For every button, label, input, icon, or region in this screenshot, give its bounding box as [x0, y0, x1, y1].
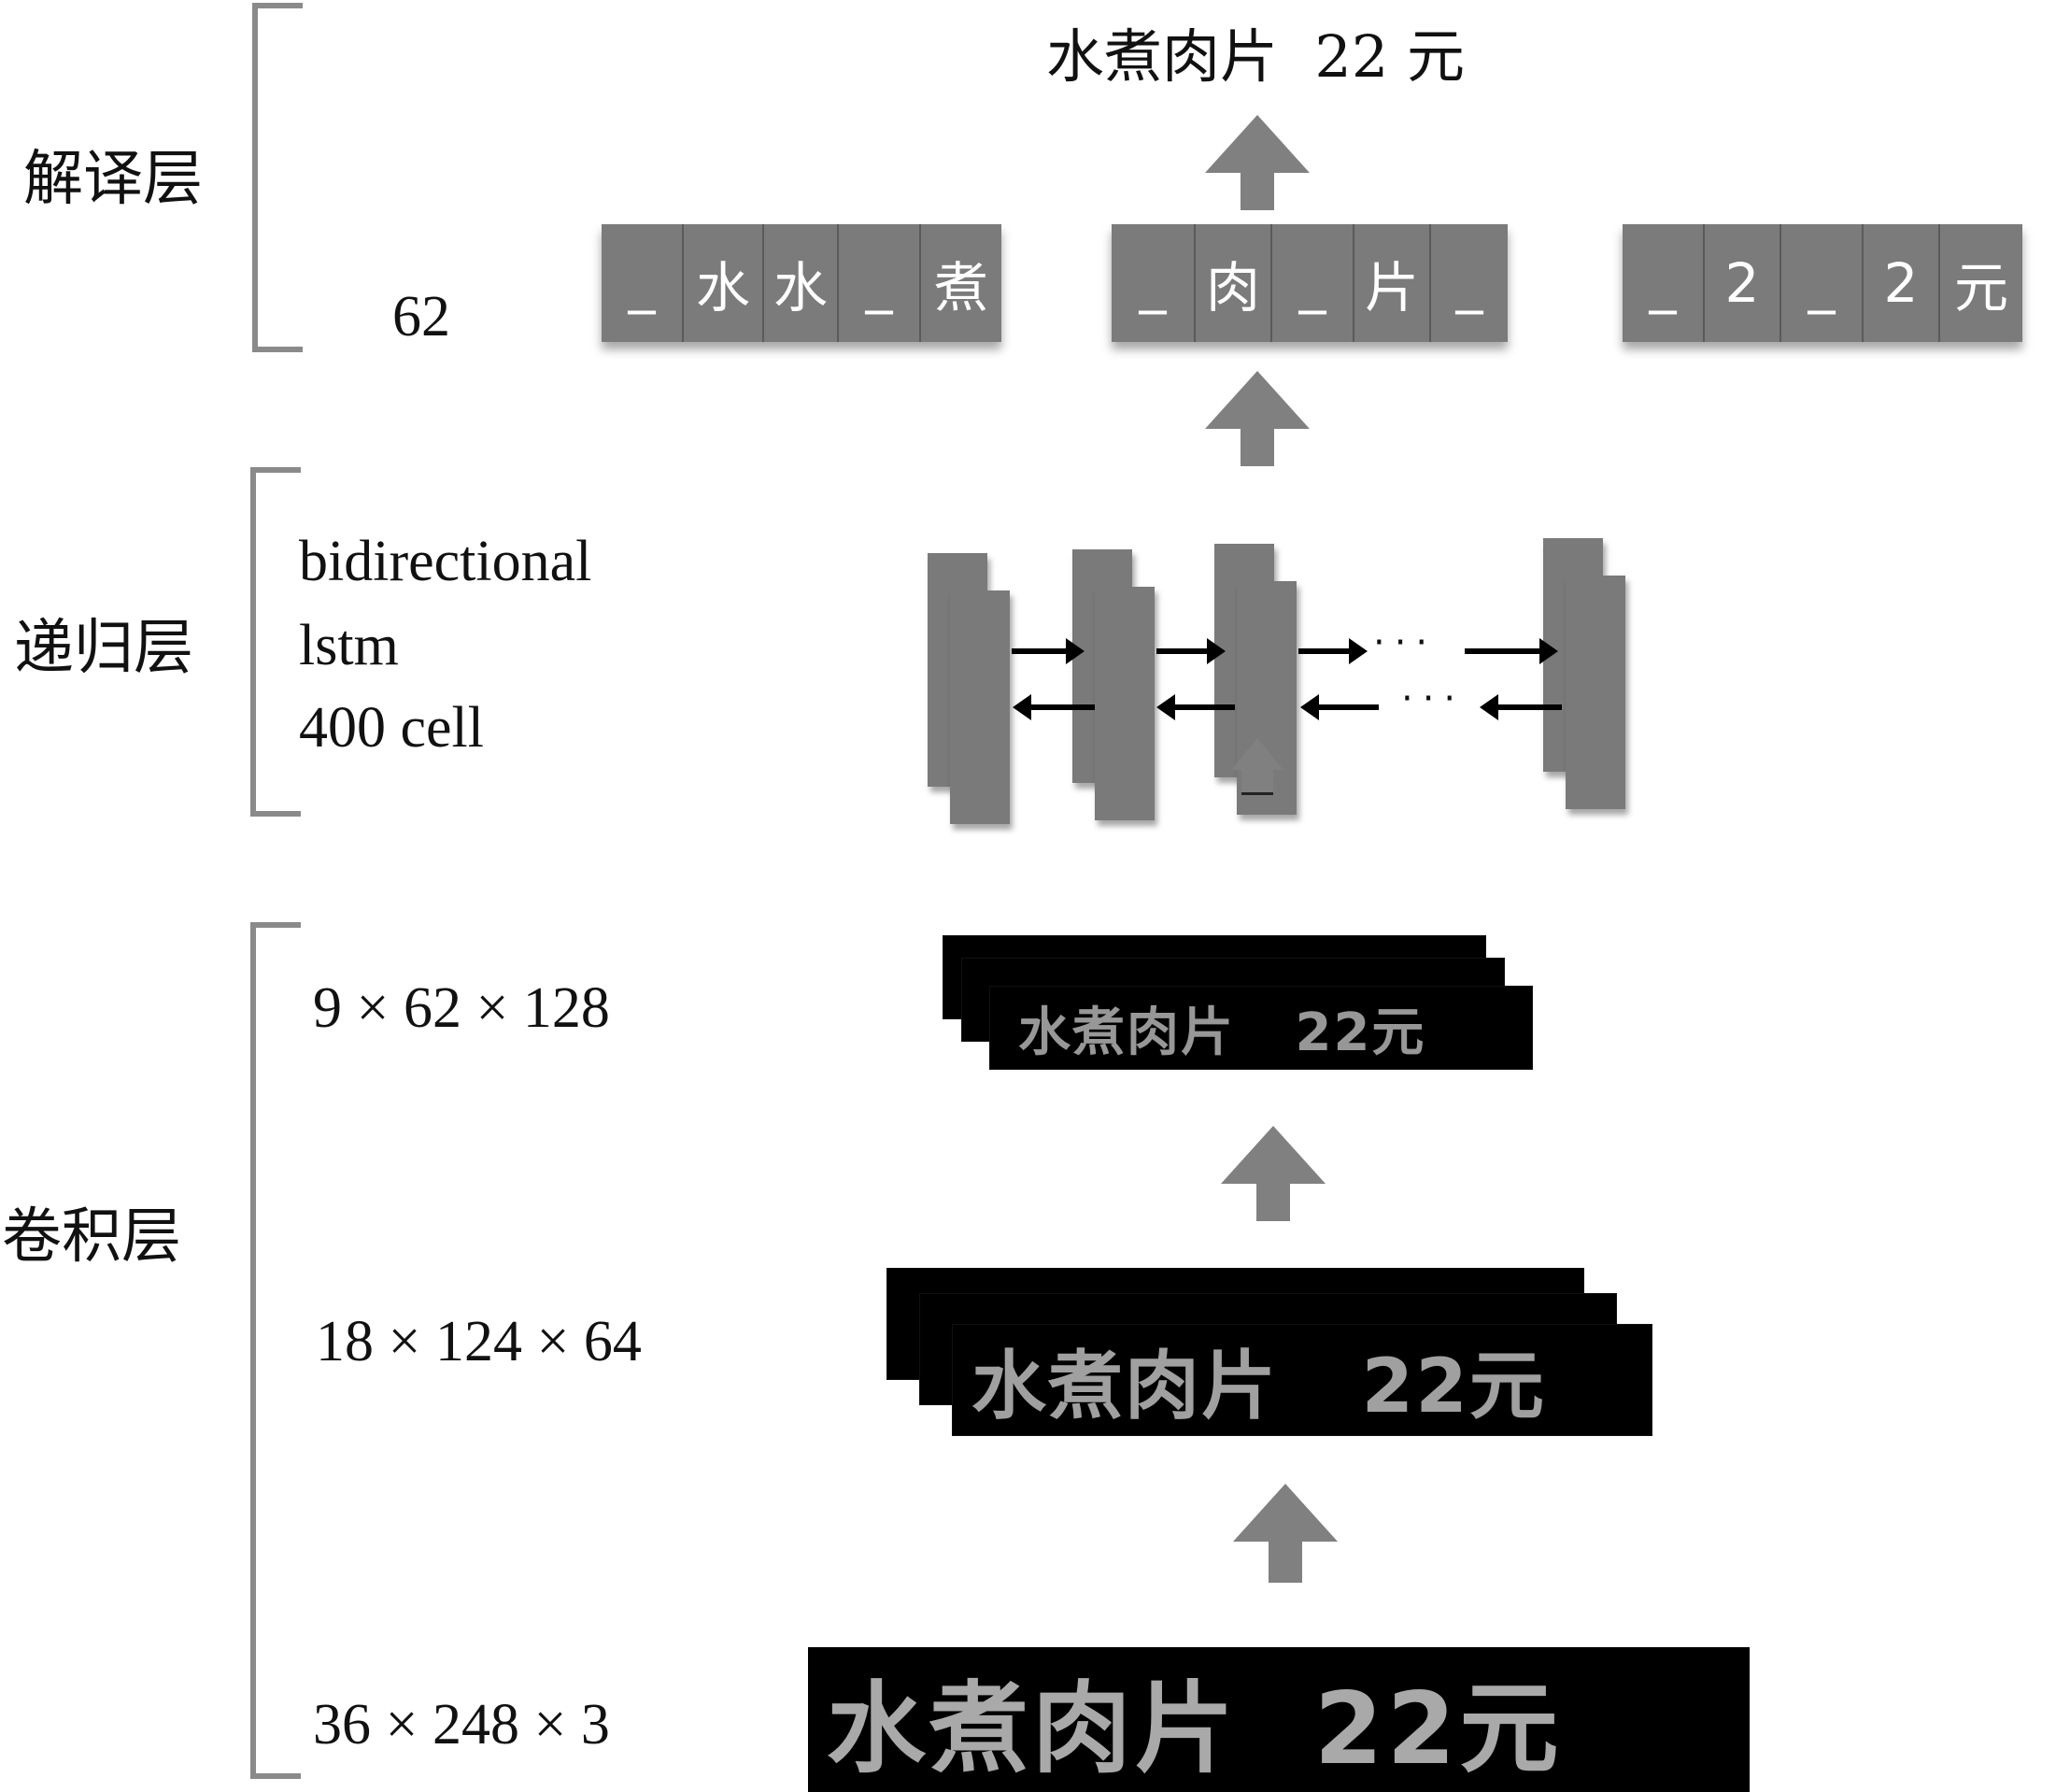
- decode-layer-label: 解译层: [23, 145, 203, 214]
- decode-group-2: _ 肉 _ 片 _: [1112, 224, 1508, 342]
- up-arrow-icon-3: [1221, 1126, 1326, 1221]
- lstm-cell-front: [1095, 587, 1155, 820]
- decode-token: 片: [1354, 224, 1431, 342]
- backward-arrow-icon: [1300, 694, 1379, 720]
- up-arrow-icon-1: [1205, 115, 1310, 210]
- decode-bracket: [252, 3, 303, 352]
- decode-token: _: [1112, 224, 1196, 342]
- recurrent-spec-line-3: 400 cell: [299, 696, 484, 760]
- decode-token: _: [1623, 224, 1705, 342]
- up-arrow-icon-2: [1205, 371, 1310, 466]
- decode-token: 2: [1705, 224, 1781, 342]
- forward-arrow-icon: [1156, 638, 1226, 664]
- decode-token: _: [602, 224, 684, 342]
- decode-token: 煮: [921, 224, 1001, 342]
- recurrent-spec-line-2: lstm: [299, 614, 399, 677]
- recurrent-layer-label: 递归层: [14, 614, 193, 683]
- backward-arrow-icon: [1480, 694, 1562, 720]
- forward-arrow-icon: [1298, 638, 1368, 664]
- backward-arrow-icon: [1156, 694, 1235, 720]
- decode-token: 肉: [1196, 224, 1272, 342]
- feature-map-9x62-layer-3: 水煮肉片 22元: [990, 987, 1532, 1069]
- ellipsis-forward: ···: [1373, 621, 1438, 664]
- feature-map-18x124-layer-3: 水煮肉片 22元: [953, 1325, 1652, 1435]
- decode-token: _: [1781, 224, 1864, 342]
- conv-bracket: [250, 922, 301, 1779]
- ellipsis-backward: ···: [1401, 677, 1466, 720]
- feature-map-18x124-text: 水煮肉片 22元: [971, 1343, 1546, 1429]
- input-image-text: 水煮肉片 22元: [827, 1671, 1563, 1786]
- recurrent-bracket: [250, 467, 301, 817]
- conv-spec-3: 36 × 248 × 3: [313, 1693, 610, 1756]
- decode-token: 水: [764, 224, 839, 342]
- up-arrow-icon-4: [1233, 1484, 1338, 1583]
- input-image: 水煮肉片 22元: [808, 1647, 1750, 1792]
- feature-map-9x62-text: 水煮肉片 22元: [1018, 1002, 1426, 1063]
- decode-group-1: _ 水 水 _ 煮: [602, 224, 1001, 342]
- lstm-cell-front: [950, 590, 1010, 824]
- forward-arrow-icon: [1465, 638, 1558, 664]
- conv-layer-label: 卷积层: [2, 1202, 181, 1272]
- decode-token: 2: [1864, 224, 1940, 342]
- small-up-arrow-icon: [1231, 738, 1283, 792]
- conv-spec-2: 18 × 124 × 64: [316, 1310, 642, 1373]
- decode-token: _: [839, 224, 921, 342]
- decode-token: 水: [684, 224, 764, 342]
- forward-arrow-icon: [1012, 638, 1085, 664]
- conv-spec-1: 9 × 62 × 128: [313, 976, 610, 1040]
- lstm-cell-front: [1566, 576, 1625, 809]
- backward-arrow-icon: [1013, 694, 1095, 720]
- decode-token: 元: [1940, 224, 2022, 342]
- output-title: 水煮肉片 22 元: [1046, 22, 1466, 91]
- decode-spec: 62: [392, 285, 450, 348]
- decode-token: _: [1431, 224, 1508, 342]
- recurrent-spec-line-1: bidirectional: [299, 530, 592, 593]
- decode-group-3: _ 2 _ 2 元: [1623, 224, 2022, 342]
- decode-token: _: [1272, 224, 1354, 342]
